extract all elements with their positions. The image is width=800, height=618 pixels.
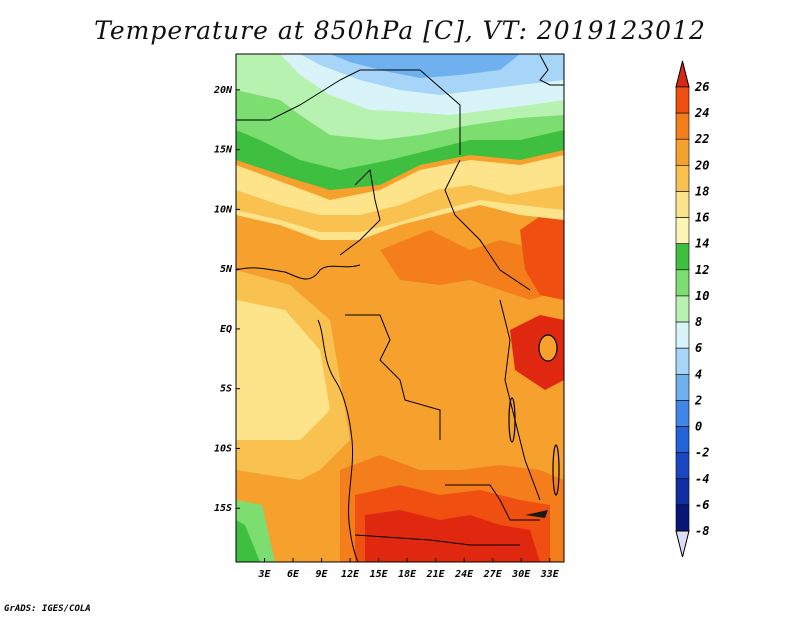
lake-chad-border: [339, 168, 381, 256]
zambia-border: [445, 484, 540, 521]
y-tick-label: EQ: [220, 324, 232, 335]
field-lake-hot: [510, 315, 564, 390]
lake-kariba: [525, 510, 548, 518]
congo-border: [345, 314, 441, 440]
plot-title: Temperature at 850hPa [C], VT: 201912301…: [94, 16, 706, 45]
colorbar-band: [675, 347, 690, 375]
colorbar-band: [675, 243, 690, 271]
y-tick-label: 15S: [214, 503, 232, 514]
colorbar-band: [675, 321, 690, 349]
colorbar-band: [675, 269, 690, 297]
y-tick-label: 15N: [214, 145, 233, 156]
y-tick-label: 10S: [214, 443, 232, 454]
colorbar-label: 4: [695, 367, 702, 381]
map-frame: [235, 53, 565, 563]
sudan-border: [444, 159, 531, 291]
colorbar-band: [675, 112, 690, 140]
colorbar-label: -6: [695, 498, 709, 512]
y-tick-label: 5N: [220, 264, 233, 275]
field-cool-darkblue: [330, 54, 520, 78]
northern-border: [236, 69, 461, 155]
colorbar-label: 0: [695, 420, 702, 434]
y-axis: 20N 15N 10N 5N EQ 5S 10S 15S: [213, 85, 240, 514]
colorbar-band: [675, 373, 690, 401]
x-tick-label: 21E: [426, 569, 446, 580]
field-atlantic-cool-core: [236, 300, 330, 440]
x-tick-label: 6E: [287, 569, 300, 580]
colorbar-band: [675, 86, 690, 114]
y-tick-label: 20N: [213, 85, 233, 96]
colorbar-band: [675, 452, 690, 480]
field-east-hot: [520, 200, 564, 300]
colorbar-label: 22: [694, 132, 709, 146]
gulf-of-guinea-coast: [236, 264, 361, 280]
colorbar-band: [675, 295, 690, 323]
y-tick-label: 5S: [220, 384, 232, 395]
colorbar-bottom-arrow: [675, 530, 690, 558]
colorbar-label: 8: [695, 315, 702, 329]
colorbar-label: 2: [694, 393, 702, 407]
colorbar-band: [675, 217, 690, 245]
x-tick-label: 3E: [257, 569, 271, 580]
colorbar-label: 12: [695, 263, 709, 277]
x-tick-label: 33E: [540, 569, 560, 580]
lake-victoria: [538, 334, 558, 362]
colorbar-band: [675, 478, 690, 506]
atlantic-coast-central: [317, 319, 359, 562]
colorbar-label: 16: [695, 211, 709, 225]
x-tick-label: 18E: [398, 569, 417, 580]
field-coastal-transition: [236, 500, 275, 562]
colorbar-band: [675, 504, 690, 532]
x-tick-label: 9E: [316, 569, 329, 580]
x-tick-label: 27E: [483, 569, 503, 580]
x-tick-label: 12E: [341, 569, 360, 580]
lakes: [508, 334, 560, 518]
credit-text: GrADS: IGES/COLA: [4, 604, 91, 614]
colorbar-band: [675, 138, 690, 166]
colorbar-band: [675, 426, 690, 453]
colorbar-band: [675, 191, 690, 218]
y-tick-label: 10N: [214, 204, 233, 215]
field-south-hottest: [365, 510, 540, 562]
x-tick-label: 15E: [370, 569, 389, 580]
x-axis: 3E 6E 9E 12E 15E 18E 21E 24E 27E 30E 33E: [257, 558, 560, 580]
colorbar-label: -2: [695, 446, 709, 460]
colorbar-label: 20: [694, 158, 709, 172]
colorbar-label: 18: [695, 184, 709, 198]
temperature-field: [236, 54, 564, 562]
colorbar-label: -8: [695, 524, 709, 538]
colorbar-boxes: [675, 60, 690, 558]
lake-tanganyika: [508, 397, 516, 443]
lake-malawi: [552, 444, 560, 496]
colorbar-band: [675, 400, 690, 427]
southern-border: [354, 534, 520, 546]
colorbar-band: [675, 165, 690, 192]
colorbar-label: -4: [695, 472, 709, 486]
colorbar-label: 6: [695, 341, 702, 355]
colorbar-label: 26: [694, 80, 709, 94]
field-sahel-band: [236, 185, 564, 232]
colorbar-top-arrow: [675, 60, 690, 88]
x-tick-label: 24E: [454, 569, 474, 580]
colorbar-label: 10: [695, 289, 709, 303]
red-sea-coast: [539, 54, 564, 86]
x-tick-label: 30E: [511, 569, 531, 580]
colorbar-label: 14: [695, 237, 709, 251]
colorbar-label: 24: [694, 106, 709, 120]
